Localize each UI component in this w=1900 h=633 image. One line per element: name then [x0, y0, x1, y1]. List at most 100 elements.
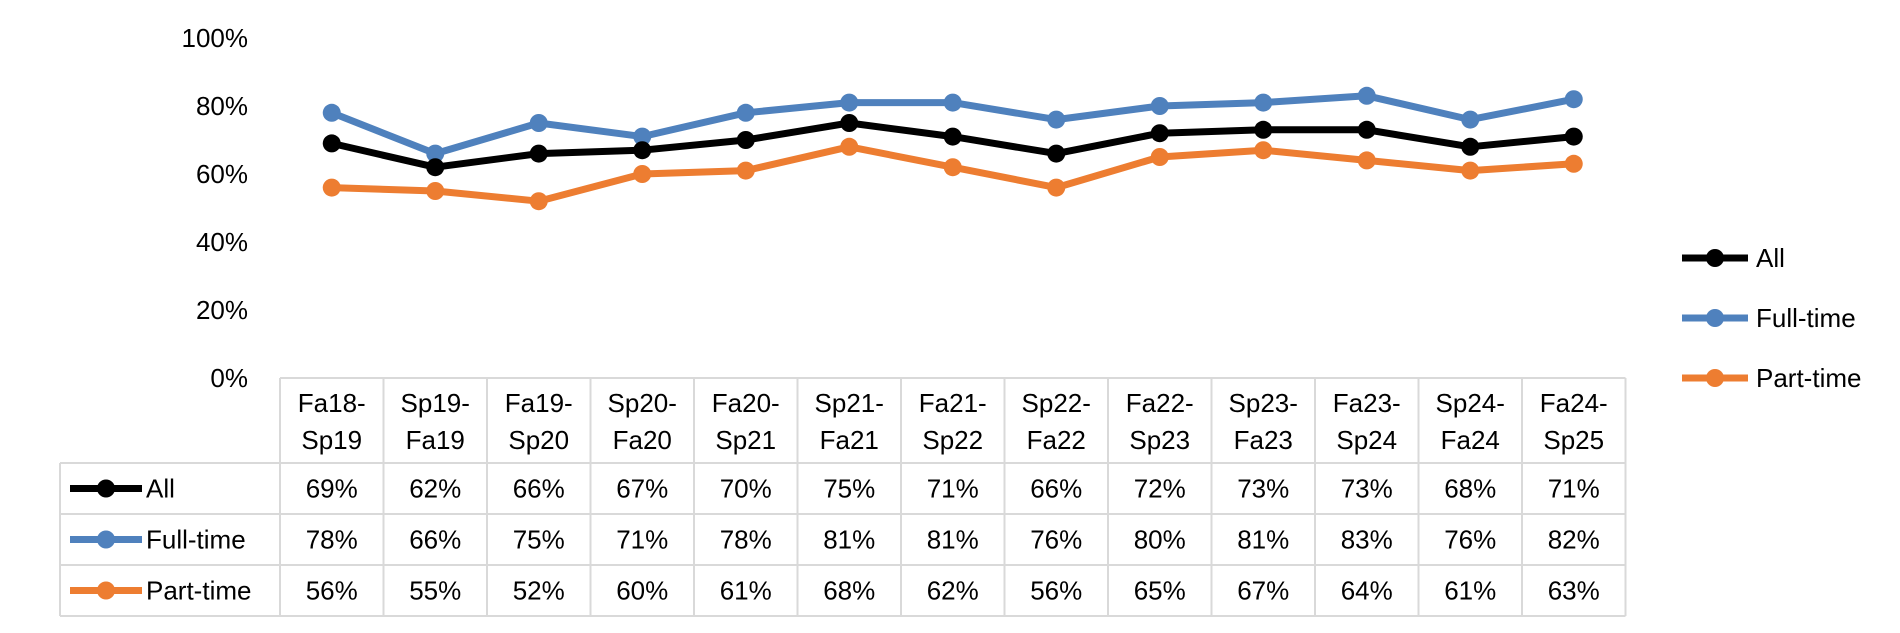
data-table-grid [59, 377, 1627, 617]
data-point [529, 114, 548, 132]
table-cell: 66% [513, 474, 565, 504]
table-cell: 69% [306, 474, 358, 504]
legend-marker [1706, 309, 1724, 327]
category-label-line: Sp23 [1129, 425, 1190, 455]
legend-label: Full-time [1756, 303, 1856, 333]
data-point [943, 158, 962, 177]
table-cell: 81% [1237, 525, 1289, 555]
category-label: Sp21- Fa21 [815, 388, 884, 455]
category-label-line: Fa24- [1540, 388, 1608, 418]
table-cell: 78% [306, 525, 358, 555]
table-cell: 65% [1134, 576, 1186, 606]
category-label-line: Sp21 [715, 425, 776, 455]
x-axis-categories: Fa18- Sp19 Sp19- Fa19 Fa19- Sp20 Sp20- Fa20 Fa20… [298, 388, 1608, 455]
table-cell: 71% [927, 474, 979, 504]
data-point [840, 114, 859, 132]
data-point [840, 137, 859, 156]
data-point [943, 127, 962, 146]
category-label: Fa21- Sp22 [919, 388, 987, 455]
table-cell: 60% [616, 576, 668, 606]
data-point [1357, 86, 1376, 105]
data-point [1461, 110, 1480, 129]
table-cell: 56% [1030, 576, 1082, 606]
category-label: Fa19- Sp20 [505, 388, 573, 455]
table-cell: 70% [720, 474, 772, 504]
data-point [1357, 151, 1376, 170]
table-cell: 83% [1341, 525, 1393, 555]
legend: All Full-time Part-time [1682, 243, 1861, 393]
table-cell: 80% [1134, 525, 1186, 555]
y-tick-label: 0% [210, 363, 248, 393]
category-label: Sp23- Fa23 [1229, 388, 1298, 455]
table-legend-marker [97, 530, 115, 549]
category-label-line: Fa23- [1333, 388, 1401, 418]
legend-label: All [1756, 243, 1785, 273]
category-label-line: Sp19 [301, 425, 362, 455]
data-point [322, 103, 341, 122]
data-point [1047, 110, 1066, 129]
category-label-line: Sp24- [1436, 388, 1505, 418]
table-cell: 62% [409, 474, 461, 504]
y-tick-label: 40% [196, 227, 248, 257]
table-cell: 66% [1030, 474, 1082, 504]
plot-area [322, 86, 1583, 211]
data-point [633, 141, 652, 160]
table-cell: 63% [1548, 576, 1600, 606]
table-cell: 68% [1444, 474, 1496, 504]
legend-label: Part-time [1756, 363, 1861, 393]
table-cell: 78% [720, 525, 772, 555]
data-point [1254, 120, 1273, 139]
data-point [736, 103, 755, 122]
data-point [1254, 141, 1273, 160]
data-point [736, 131, 755, 149]
category-label-line: Fa21- [919, 388, 987, 418]
table-cell: 67% [1237, 576, 1289, 606]
category-label-line: Sp22 [922, 425, 983, 455]
category-label-line: Sp25 [1543, 425, 1604, 455]
category-label: Fa18- Sp19 [298, 388, 366, 455]
table-cell: 76% [1444, 525, 1496, 555]
table-cell: 52% [513, 576, 565, 606]
legend-marker [1706, 369, 1724, 387]
category-label-line: Fa22- [1126, 388, 1194, 418]
data-point [1150, 124, 1169, 143]
table-legend-marker [97, 581, 115, 600]
category-label-line: Fa19- [505, 388, 573, 418]
data-point [1254, 93, 1273, 112]
data-point [529, 192, 548, 211]
data-point [1564, 127, 1583, 146]
category-label: Fa20- Sp21 [712, 388, 780, 455]
category-label: Sp22- Fa22 [1022, 388, 1091, 455]
category-label-line: Fa22 [1027, 425, 1086, 455]
table-cell: 61% [720, 576, 772, 606]
y-tick-label: 100% [182, 23, 249, 53]
table-row-label: Full-time [146, 525, 246, 555]
y-axis: 0% 20% 40% 60% 80% 100% [182, 23, 249, 393]
category-label-line: Fa20- [712, 388, 780, 418]
category-label-line: Fa20 [613, 425, 672, 455]
data-point [943, 93, 962, 112]
category-label: Fa24- Sp25 [1540, 388, 1608, 455]
table-cell: 62% [927, 576, 979, 606]
table-row-label: Part-time [146, 576, 251, 606]
table-cell: 81% [823, 525, 875, 555]
table-legend-marker [97, 479, 115, 498]
data-point [1564, 90, 1583, 109]
category-label: Fa22- Sp23 [1126, 388, 1194, 455]
y-tick-label: 80% [196, 91, 248, 121]
table-cell: 81% [927, 525, 979, 555]
data-point [322, 178, 341, 197]
data-point [426, 182, 445, 200]
data-point [322, 134, 341, 153]
category-label-line: Sp21- [815, 388, 884, 418]
category-label: Sp24- Fa24 [1436, 388, 1505, 455]
table-cell: 73% [1237, 474, 1289, 504]
table-cell: 71% [616, 525, 668, 555]
category-label-line: Sp19- [401, 388, 470, 418]
data-point [633, 127, 652, 146]
table-cell: 82% [1548, 525, 1600, 555]
data-point [1357, 120, 1376, 139]
category-label: Sp19- Fa19 [401, 388, 470, 455]
table-cell: 71% [1548, 474, 1600, 504]
category-label-line: Fa24 [1441, 425, 1500, 455]
